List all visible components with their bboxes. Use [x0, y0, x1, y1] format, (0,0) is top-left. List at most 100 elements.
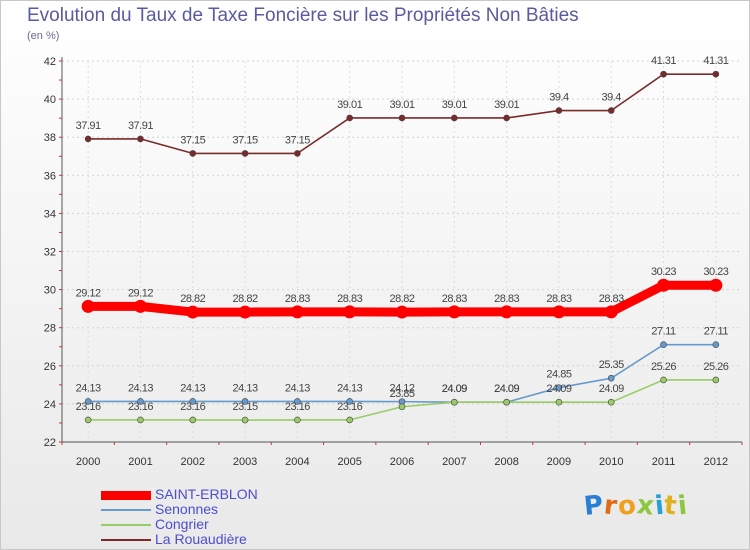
x-tick-label: 2011: [652, 456, 676, 468]
legend-item: SAINT-ERBLON: [101, 487, 421, 502]
data-label: 39.01: [442, 99, 467, 111]
data-label: 39.4: [602, 92, 622, 104]
data-label: 23.16: [128, 401, 153, 413]
data-label: 23.16: [180, 401, 205, 413]
data-point: [712, 70, 720, 78]
data-label: 29.12: [128, 287, 153, 299]
data-label: 27.11: [704, 326, 729, 338]
data-point: [294, 150, 301, 157]
data-label: 37.15: [233, 134, 258, 146]
data-point: [294, 416, 301, 424]
data-label: 28.82: [180, 293, 205, 305]
data-point: [395, 305, 409, 319]
data-point: [186, 305, 200, 319]
data-label: 24.09: [494, 383, 519, 395]
data-label: 28.83: [337, 293, 362, 305]
data-point: [189, 416, 197, 424]
legend-item: La Rouaudière: [101, 532, 421, 547]
data-point: [137, 416, 144, 424]
data-point: [500, 305, 514, 319]
data-point: [660, 70, 667, 78]
data-label: 23.16: [76, 401, 101, 413]
y-tick-label: 30: [44, 285, 56, 297]
data-point: [503, 114, 510, 122]
data-point: [241, 398, 249, 405]
data-point: [660, 376, 667, 384]
legend-item: Congrier: [101, 517, 421, 532]
data-label: 23.15: [233, 401, 258, 413]
data-label: 29.12: [76, 287, 101, 299]
legend-swatch: [101, 490, 151, 500]
data-point: [241, 416, 249, 424]
data-point: [346, 416, 353, 424]
data-point: [137, 135, 144, 143]
data-label: 28.82: [389, 293, 414, 305]
y-tick-label: 28: [44, 323, 56, 335]
data-point: [241, 150, 249, 157]
data-point: [189, 398, 197, 405]
data-point: [660, 341, 667, 348]
data-point: [447, 305, 461, 319]
legend-label: Senonnes: [155, 501, 219, 517]
data-point: [189, 150, 197, 157]
legend-label: SAINT-ERBLON: [155, 486, 258, 502]
data-point: [607, 398, 615, 406]
data-label: 41.31: [703, 55, 728, 67]
data-label: 24.13: [76, 382, 101, 394]
data-point: [552, 305, 566, 319]
x-tick-label: 2009: [547, 456, 571, 468]
legend-swatch: [101, 539, 151, 541]
y-tick-label: 42: [44, 56, 56, 68]
data-label: 24.09: [442, 383, 467, 395]
x-tick-label: 2002: [181, 456, 205, 468]
data-label: 28.83: [285, 293, 310, 305]
data-label: 37.91: [76, 120, 101, 132]
chart-legend: SAINT-ERBLON Senonnes Congrier La Rouaudièr…: [101, 487, 421, 547]
y-tick-label: 38: [44, 132, 56, 144]
x-tick-label: 2001: [128, 456, 152, 468]
data-point: [343, 305, 357, 319]
x-tick-label: 2004: [285, 456, 309, 468]
y-tick-label: 26: [44, 361, 56, 373]
data-label: 24.13: [233, 382, 258, 394]
data-point: [657, 278, 671, 292]
chart-subtitle: (en %): [27, 30, 60, 42]
data-point: [607, 374, 615, 382]
x-tick-label: 2005: [337, 456, 361, 468]
data-label: 24.09: [599, 383, 624, 395]
data-label: 23.85: [389, 388, 414, 400]
data-point: [137, 398, 144, 405]
data-point: [346, 114, 353, 122]
data-point: [607, 107, 615, 114]
data-label: 37.15: [180, 134, 205, 146]
data-point: [398, 403, 406, 411]
data-point: [503, 398, 510, 406]
data-label: 28.82: [233, 293, 258, 305]
y-tick-label: 22: [44, 437, 56, 449]
data-label: 28.83: [599, 293, 624, 305]
data-point: [84, 398, 92, 405]
data-point: [712, 376, 720, 384]
data-label: 24.13: [285, 382, 310, 394]
y-tick-label: 24: [44, 399, 56, 411]
data-label: 25.26: [651, 361, 676, 373]
logo-letter: i: [676, 490, 690, 522]
legend-item: Senonnes: [101, 502, 421, 517]
data-point: [712, 341, 720, 348]
data-label: 24.12: [389, 383, 414, 395]
data-label: 24.09: [494, 383, 519, 395]
data-point: [133, 299, 147, 313]
data-label: 23.16: [337, 401, 362, 413]
proxiti-logo: Proxiti: [582, 490, 690, 522]
data-point: [238, 305, 252, 319]
data-label: 28.83: [546, 293, 571, 305]
data-point: [290, 305, 304, 319]
data-point: [451, 398, 458, 406]
data-point: [555, 384, 563, 392]
data-label: 41.31: [651, 55, 676, 67]
data-point: [84, 135, 92, 143]
data-point: [555, 398, 563, 406]
data-label: 28.83: [494, 293, 519, 305]
